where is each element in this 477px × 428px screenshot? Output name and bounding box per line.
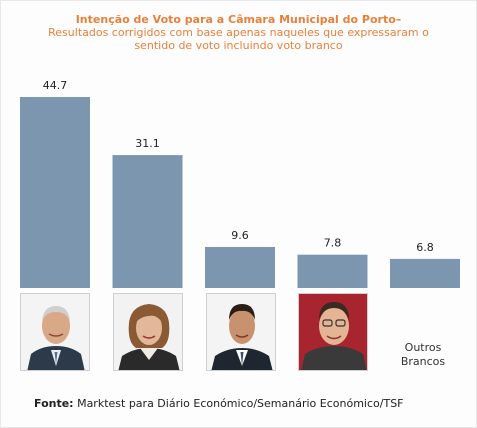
bar-3	[205, 247, 275, 288]
candidate-photo-1	[20, 293, 90, 371]
bar-value-label-2: 31.1	[135, 137, 160, 150]
source-label: Fonte:	[34, 397, 74, 410]
candidate-photo-4	[298, 293, 368, 371]
bar-value-label-1: 44.7	[43, 79, 68, 92]
chart-subtitle-line-1: Resultados corrigidos com base apenas na…	[48, 26, 429, 39]
bar-value-label-4: 7.8	[324, 237, 342, 250]
bar-value-label-5: 6.8	[416, 241, 434, 254]
bar-1	[20, 97, 90, 288]
source-text: Marktest para Diário Económico/Semanário…	[73, 397, 404, 410]
bar-5	[390, 258, 460, 288]
chart-subtitle-line-2: sentido de voto incluindo voto branco	[134, 39, 343, 52]
chart-title: Intenção de Voto para a Câmara Municipal…	[75, 13, 402, 26]
category-label-line-2: Brancos	[400, 355, 446, 368]
bar-value-label-3: 9.6	[231, 229, 249, 242]
source-note: Fonte: Marktest para Diário Económico/Se…	[34, 397, 404, 410]
bar-chart: 44.7 31.1 9.6 7.8 6.8	[20, 79, 460, 288]
bar-2	[112, 155, 183, 288]
category-label-outros-brancos: Outros Brancos	[388, 341, 458, 369]
candidate-photo-2	[113, 293, 183, 371]
category-label-line-1: Outros	[404, 341, 442, 354]
bar-4	[297, 254, 368, 288]
candidate-photo-3	[206, 293, 276, 371]
